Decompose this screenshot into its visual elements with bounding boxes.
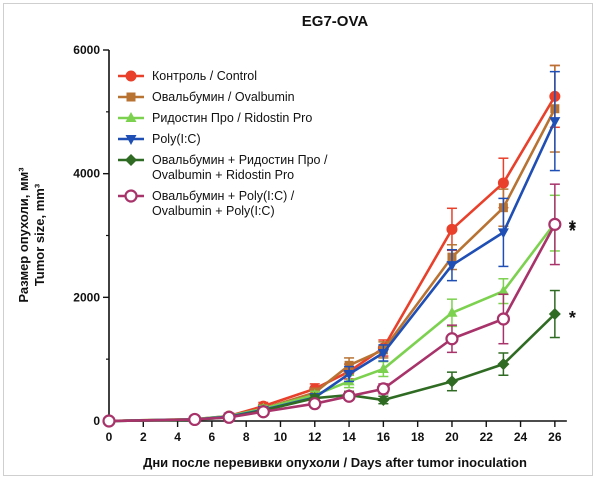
x-tick-label: 16 xyxy=(377,430,391,444)
x-tick-label: 12 xyxy=(308,430,322,444)
y-tick-label: 6000 xyxy=(73,43,100,57)
series-layer: *** xyxy=(102,64,576,428)
x-tick-label: 10 xyxy=(274,430,288,444)
legend-label: Ovalbumin + Ridostin Pro xyxy=(152,168,294,182)
y-tick-label: 2000 xyxy=(73,290,100,304)
x-tick-label: 18 xyxy=(411,430,425,444)
data-point xyxy=(342,389,356,403)
legend-item-5: Овальбумин + Ридостин Про /Ovalbumin + R… xyxy=(118,153,328,182)
y-tick-label: 0 xyxy=(93,414,100,428)
data-point xyxy=(497,177,509,189)
legend-swatch-marker xyxy=(124,189,138,203)
x-tick-label: 22 xyxy=(480,430,494,444)
x-tick-label: 0 xyxy=(106,430,113,444)
legend-label: Овальбумин / Ovalbumin xyxy=(152,90,295,104)
data-point xyxy=(308,397,322,411)
series-line xyxy=(108,223,556,423)
data-point xyxy=(496,312,511,326)
y-axis-label-line2: Tumor size, mm³ xyxy=(32,183,47,286)
series-5 xyxy=(103,289,561,427)
legend-item-6: Овальбумин + Poly(I:C) /Ovalbumin + Poly… xyxy=(118,189,295,218)
legend-swatch-marker xyxy=(125,70,137,82)
x-tick-label: 20 xyxy=(445,430,459,444)
legend-label: Poly(I:C) xyxy=(152,132,201,146)
x-tick-label: 24 xyxy=(514,430,528,444)
y-axis-label: Размер опухоли, мм³ Tumor size, mm³ xyxy=(16,167,47,303)
legend-label: Ридостин Про / Ridostin Pro xyxy=(152,111,312,125)
data-point xyxy=(497,358,510,371)
data-point xyxy=(376,382,390,396)
legend: Контроль / Control Овальбумин / Ovalbumin… xyxy=(118,69,328,218)
x-tick-label: 8 xyxy=(243,430,250,444)
x-tick-label: 4 xyxy=(174,430,181,444)
data-point xyxy=(497,228,509,239)
data-point xyxy=(377,348,389,359)
data-point xyxy=(549,117,561,128)
legend-item-1: Контроль / Control xyxy=(118,69,257,83)
legend-swatch-marker xyxy=(125,135,137,145)
legend-label: Контроль / Control xyxy=(152,69,257,83)
legend-swatch-marker xyxy=(126,92,136,102)
series-3 xyxy=(103,194,561,425)
data-point xyxy=(188,412,202,427)
series-6 xyxy=(102,183,562,428)
data-point xyxy=(445,375,458,388)
significance-star: * xyxy=(569,221,576,241)
y-axis-label-line1: Размер опухоли, мм³ xyxy=(16,167,31,303)
data-point xyxy=(446,223,458,235)
series-line xyxy=(108,313,556,423)
x-tick-label: 2 xyxy=(140,430,147,444)
y-tick-label: 4000 xyxy=(73,167,100,181)
series-line xyxy=(108,222,556,423)
x-axis-label: Дни после перевивки опухоли / Days after… xyxy=(143,455,527,470)
data-point xyxy=(377,393,390,406)
data-point xyxy=(497,285,509,296)
legend-label: Овальбумин + Ридостин Про / xyxy=(152,153,328,167)
data-point xyxy=(343,370,355,381)
data-point xyxy=(446,306,458,317)
legend-swatch-marker xyxy=(125,112,137,122)
legend-item-4: Poly(I:C) xyxy=(118,132,201,146)
data-point xyxy=(445,332,459,346)
legend-label: Овальбумин + Poly(I:C) / xyxy=(152,189,295,203)
legend-item-3: Ридостин Про / Ridostin Pro xyxy=(118,111,312,125)
x-tick-label: 26 xyxy=(548,430,562,444)
data-point xyxy=(102,414,116,428)
significance-star: * xyxy=(569,217,576,237)
data-point xyxy=(344,360,354,370)
data-point xyxy=(256,405,270,419)
legend-label: Ovalbumin + Poly(I:C) xyxy=(152,204,275,218)
x-tick-label: 6 xyxy=(209,430,216,444)
legend-item-2: Овальбумин / Ovalbumin xyxy=(118,90,295,104)
chart-title: EG7-OVA xyxy=(302,13,369,30)
data-point xyxy=(446,261,458,272)
data-point xyxy=(548,308,561,321)
x-tick-label: 14 xyxy=(342,430,356,444)
significance-star: * xyxy=(569,308,576,328)
data-point xyxy=(377,363,389,374)
data-point xyxy=(548,217,562,231)
legend-swatch-marker xyxy=(125,154,137,166)
data-point xyxy=(222,410,236,424)
